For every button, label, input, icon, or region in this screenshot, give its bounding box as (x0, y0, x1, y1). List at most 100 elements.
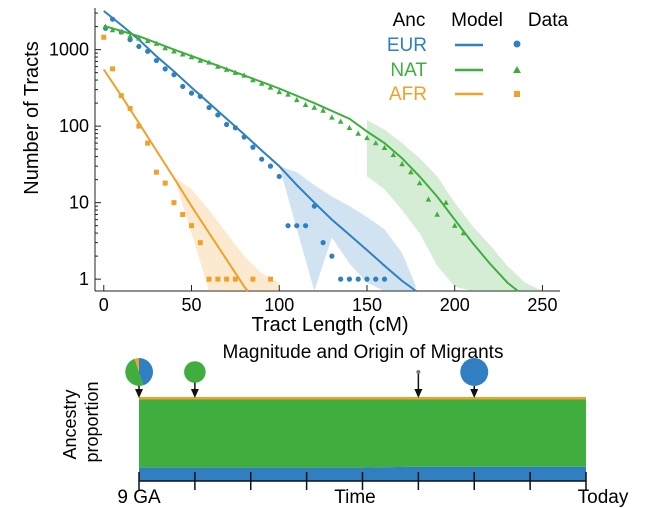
data-point-nat (408, 169, 414, 175)
migrant-pie-slice (125, 358, 144, 386)
data-point-afr (180, 211, 186, 217)
data-point-eur (171, 72, 177, 78)
data-point-eur (320, 240, 326, 246)
data-point-nat (171, 48, 177, 54)
data-point-afr (136, 123, 142, 129)
data-point-afr (101, 34, 107, 40)
data-point-nat (162, 45, 168, 51)
data-point-eur (188, 90, 195, 96)
data-point-nat (425, 196, 432, 202)
migrant-pie (416, 370, 421, 374)
data-point-eur (206, 104, 212, 111)
data-point-afr (232, 276, 238, 282)
data-point-eur (311, 203, 317, 209)
data-point-eur (136, 43, 142, 50)
data-point-nat (416, 180, 423, 186)
band-nat (367, 120, 543, 291)
data-point-eur (346, 276, 353, 282)
x-tick-label: 150 (352, 295, 382, 315)
data-point-nat (285, 91, 291, 97)
data-point-afr (153, 169, 159, 175)
legend-label-nat: NAT (390, 60, 427, 81)
legend-marker-nat (513, 66, 521, 73)
data-point-eur (294, 223, 300, 229)
data-point-eur (355, 276, 361, 282)
data-point-eur (241, 134, 247, 140)
data-point-afr (127, 106, 133, 112)
x-tick-label: 50 (181, 295, 201, 315)
migrant-pie-slice (134, 358, 139, 372)
data-point-eur (232, 125, 238, 131)
data-point-nat (232, 69, 239, 75)
data-point-eur (153, 57, 160, 64)
data-point-afr (250, 276, 256, 282)
data-point-nat (364, 134, 370, 141)
data-point-nat (311, 104, 318, 110)
legend-header-anc: Anc (393, 10, 426, 31)
data-point-nat (109, 27, 116, 33)
y-axis-label: Number of Tracts (21, 41, 43, 194)
data-point-nat (320, 107, 326, 113)
x-axis-label: Tract Length (cM) (251, 314, 408, 336)
migrant-pie-slice (184, 361, 206, 383)
data-point-nat (460, 230, 467, 236)
migration-arrowhead (190, 389, 199, 398)
data-point-eur (197, 93, 203, 99)
data-point-eur (145, 48, 151, 54)
time-start-label: 9 GA (117, 487, 161, 508)
bottom-y-axis-label-line2: proportion (82, 381, 102, 462)
band-eur (279, 166, 417, 291)
data-point-eur (267, 163, 274, 169)
data-point-afr (267, 276, 273, 282)
data-point-eur (329, 253, 335, 259)
legend-label-eur: EUR (387, 35, 427, 56)
data-point-nat (302, 101, 309, 108)
data-point-nat (434, 211, 440, 217)
data-point-nat (215, 63, 221, 69)
time-axis-label: Time (334, 487, 376, 508)
data-point-nat (451, 222, 458, 228)
time-end-label: Today (578, 487, 629, 508)
data-point-nat (241, 72, 247, 78)
legend-label-afr: AFR (389, 84, 427, 105)
area-afr (139, 397, 586, 400)
data-point-nat (293, 96, 300, 103)
model-line-afr (102, 68, 249, 292)
data-point-afr (162, 180, 168, 186)
legend-header-model: Model (451, 10, 503, 31)
migration-arrowhead (470, 389, 479, 398)
y-tick-label: 100 (59, 116, 89, 136)
migrant-pie-slice (460, 358, 489, 386)
data-point-afr (189, 223, 195, 229)
legend-marker-afr (514, 91, 520, 97)
data-point-nat (206, 59, 212, 65)
data-point-afr (215, 276, 221, 282)
data-point-nat (337, 118, 344, 124)
data-point-nat (399, 160, 405, 167)
data-point-nat (390, 151, 397, 158)
data-point-nat (250, 77, 256, 83)
data-point-nat (179, 51, 186, 57)
data-point-eur (276, 173, 282, 180)
data-point-nat (276, 88, 283, 95)
data-point-nat (153, 40, 160, 46)
data-point-nat (102, 23, 109, 29)
data-point-afr (224, 276, 230, 282)
data-point-nat (346, 124, 353, 131)
legend-header-data: Data (528, 10, 569, 31)
data-point-eur (180, 83, 186, 90)
x-tick-label: 250 (527, 295, 557, 315)
data-point-afr (171, 200, 177, 206)
data-point-eur (302, 223, 309, 229)
bottom-chart-title: Magnitude and Origin of Migrants (223, 342, 504, 363)
data-point-nat (443, 199, 449, 205)
plot-layer: 1 10 100 1000 0 50 100 150 200 250 (49, 8, 587, 490)
data-point-nat (329, 114, 335, 120)
data-point-nat (355, 130, 362, 136)
model-line-nat (103, 24, 519, 292)
data-point-eur (109, 16, 116, 22)
x-tick-label: 200 (440, 295, 470, 315)
data-point-nat (127, 33, 133, 39)
data-point-nat (136, 35, 142, 41)
